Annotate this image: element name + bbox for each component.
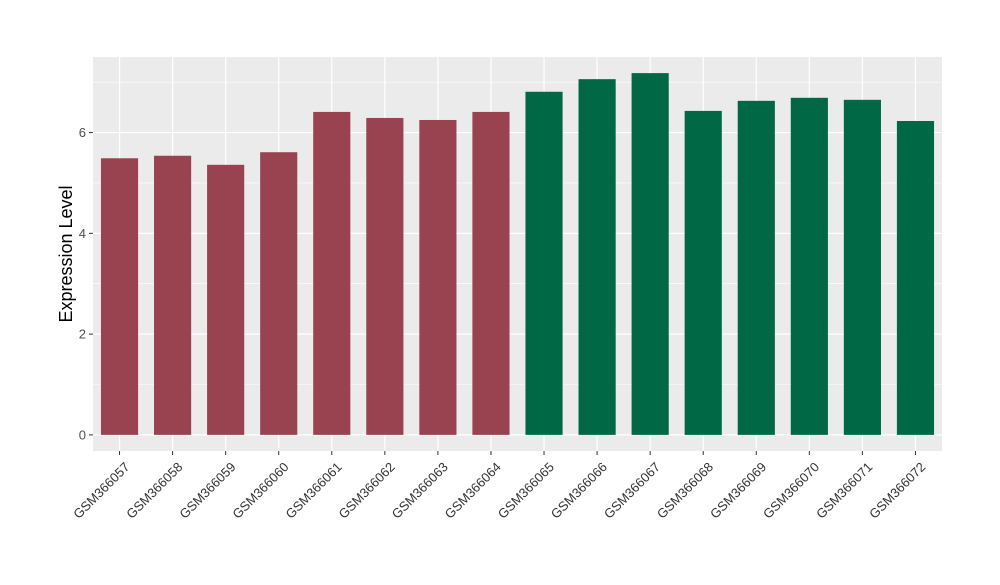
bar-GSM366058 <box>154 155 192 435</box>
bars <box>100 73 935 435</box>
y-tick-label: 0 <box>79 427 86 442</box>
y-axis: 0 2 4 6 <box>79 125 93 442</box>
bar-GSM366064 <box>472 111 510 435</box>
x-tick-label: GSM366069 <box>707 459 769 521</box>
x-tick-label: GSM366064 <box>442 459 504 521</box>
x-tick-label: GSM366058 <box>123 459 185 521</box>
x-tick-label: GSM366066 <box>548 459 610 521</box>
y-tick-label: 4 <box>79 226 86 241</box>
x-tick-label: GSM366061 <box>282 459 344 521</box>
y-tick-label: 2 <box>79 327 86 342</box>
x-tick-label: GSM366060 <box>229 459 291 521</box>
bar-GSM366060 <box>260 152 298 435</box>
bar-GSM366066 <box>578 79 616 435</box>
bar-GSM366059 <box>207 164 245 435</box>
x-tick-label: GSM366072 <box>866 459 928 521</box>
bar-GSM366069 <box>737 100 775 435</box>
x-tick-label: GSM366068 <box>654 459 716 521</box>
x-tick-label: GSM366070 <box>760 459 822 521</box>
bar-GSM366072 <box>896 120 935 435</box>
y-tick-label: 6 <box>79 125 86 140</box>
bar-GSM366071 <box>843 99 881 435</box>
x-tick-label: GSM366071 <box>813 459 875 521</box>
bar-GSM366061 <box>313 111 351 435</box>
x-tick-label: GSM366057 <box>70 459 132 521</box>
x-axis: GSM366057GSM366058GSM366059GSM366060GSM3… <box>70 451 928 522</box>
bar-GSM366062 <box>366 117 404 435</box>
x-tick-label: GSM366059 <box>176 459 238 521</box>
bar-GSM366070 <box>790 97 828 435</box>
bar-GSM366057 <box>100 158 139 435</box>
x-tick-label: GSM366062 <box>336 459 398 521</box>
x-tick-label: GSM366067 <box>601 459 663 521</box>
x-tick-label: GSM366065 <box>495 459 557 521</box>
x-tick-label: GSM366063 <box>389 459 451 521</box>
bar-GSM366067 <box>631 73 669 435</box>
y-axis-title: Expression Level <box>56 185 76 322</box>
bar-GSM366063 <box>419 119 457 435</box>
bar-GSM366065 <box>525 91 563 435</box>
bar-GSM366068 <box>684 110 722 435</box>
